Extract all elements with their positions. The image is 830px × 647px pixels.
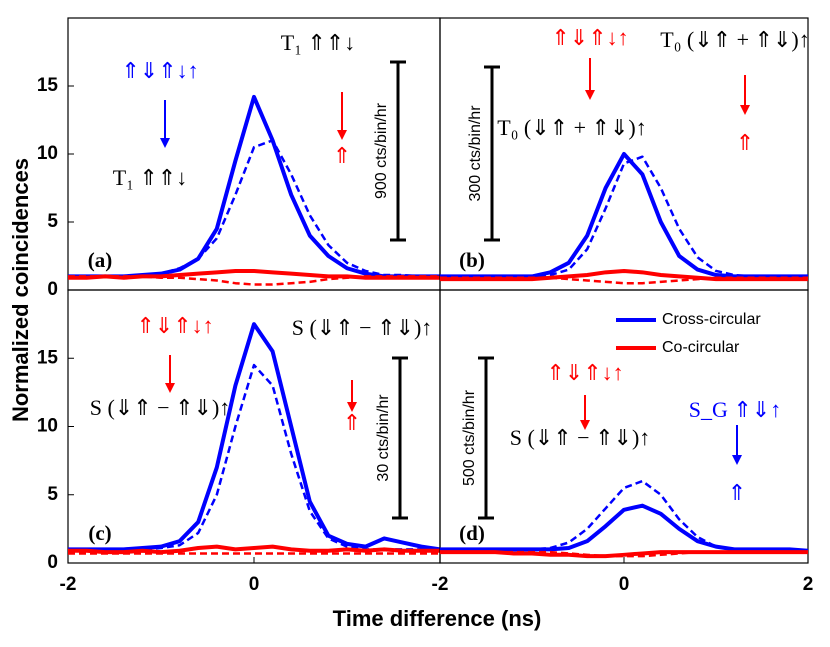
scale-label: 900 cts/bin/hr [373,102,390,199]
annotation: S (⇓⇑ − ⇑⇓)↑ [510,425,651,450]
annotation: ⇑ [333,143,351,168]
annotation: T₁ ⇑⇑↓ [113,165,187,190]
panel-label: (c) [88,521,111,545]
annotation: T₀ (⇓⇑ + ⇑⇓)↑ [660,27,809,52]
arrow-head [337,130,347,140]
series-line [68,275,440,286]
annotation: ⇑⇓⇑↓↑ [136,313,213,338]
series-line [440,503,809,553]
x-tick-label: -2 [60,574,77,595]
annotation: ⇑⇓⇑↓↑ [551,25,628,50]
panel-label: (b) [459,248,485,272]
series-line [440,268,808,282]
y-tick-label: 0 [47,552,58,573]
y-tick-label: 10 [37,143,58,164]
arrow-head [165,383,175,393]
x-tick-label: 0 [249,574,260,595]
y-axis-label: Normalized coincidences [8,158,33,422]
y-tick-label: 15 [37,75,59,96]
arrow-head [740,105,750,115]
scale-label: 30 cts/bin/hr [375,394,392,482]
panel-label: (d) [459,521,485,545]
y-tick-label: 0 [47,279,58,300]
series-line [68,322,441,552]
scale-label: 500 cts/bin/hr [461,389,478,486]
y-tick-label: 5 [47,211,58,232]
series-line [440,155,808,278]
annotation: T₀ (⇓⇑ + ⇑⇓)↑ [497,115,646,140]
series-line [440,152,808,279]
annotation: T₁ ⇑⇑↓ [281,30,355,55]
annotation: ⇑ [728,480,746,505]
y-tick-label: 5 [47,484,58,505]
x-axis-label: Time difference (ns) [333,606,542,631]
annotation: S_G ⇑⇓↑ [689,397,782,422]
arrow-head [732,455,742,465]
x-tick-label: -2 [432,574,449,595]
series-line [68,139,440,278]
series-line [440,479,808,552]
panel-label: (a) [88,248,113,272]
annotation: ⇑ [343,410,361,435]
annotation: S (⇓⇑ − ⇑⇓)↑ [90,395,231,420]
arrow-head [580,420,590,430]
annotation: ⇑⇓⇑↓↑ [121,58,198,83]
annotation: S (⇓⇑ − ⇑⇓)↑ [292,315,433,340]
series-line [440,276,808,285]
x-tick-label: 2 [803,574,814,595]
annotation: ⇑ [736,130,754,155]
arrow-head [347,402,357,412]
series-line [68,544,440,555]
arrow-head [160,138,170,148]
x-tick-label: 0 [619,574,630,595]
arrow-head [585,90,595,100]
legend-label: Co-circular [662,339,740,356]
scale-label: 300 cts/bin/hr [467,105,484,202]
series-line [440,550,808,558]
y-tick-label: 10 [37,416,58,437]
legend-label: Cross-circular [662,311,761,328]
y-tick-label: 15 [37,347,59,368]
annotation: ⇑⇓⇑↓↑ [546,360,623,385]
